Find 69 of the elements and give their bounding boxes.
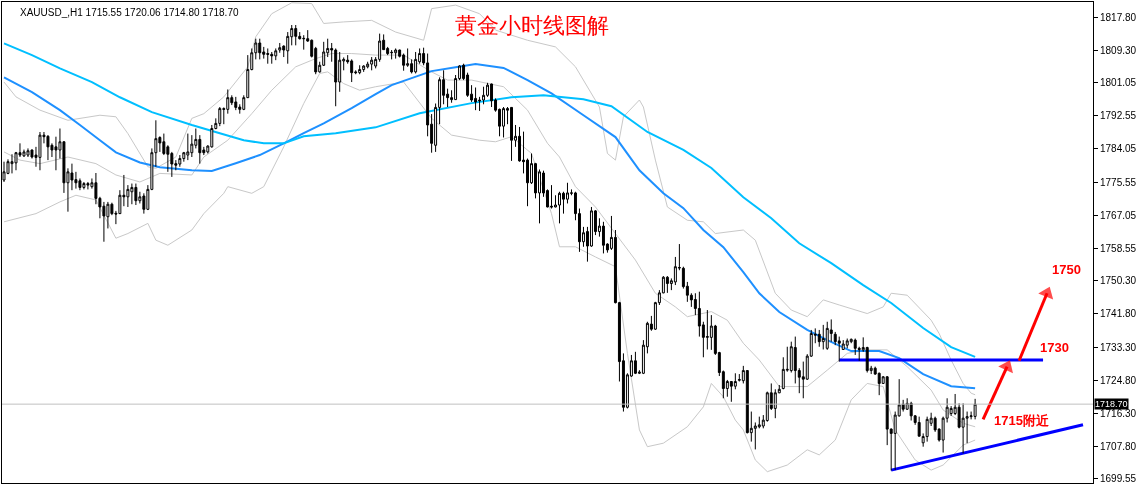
candlestick	[46, 134, 50, 161]
annotation: 1750	[1052, 262, 1081, 277]
candlestick	[973, 398, 977, 420]
annotation: 1715附近	[994, 413, 1050, 428]
candlestick	[601, 221, 605, 254]
annotation: 1730	[1040, 340, 1069, 355]
candlestick	[821, 324, 825, 350]
candlestick	[350, 58, 354, 83]
candlestick	[134, 183, 138, 206]
y-tick-label: 1767.05	[1100, 209, 1137, 221]
candlestick	[961, 402, 965, 454]
candlestick	[10, 153, 14, 174]
candlestick	[474, 87, 478, 111]
candlestick	[558, 191, 561, 224]
candlestick	[709, 314, 713, 351]
candlestick	[258, 38, 262, 60]
y-tick-label: 1801.05	[1100, 77, 1137, 89]
candlestick	[274, 47, 278, 61]
candlestick	[837, 336, 841, 363]
ref-line-label: 1718.70	[1095, 399, 1128, 409]
candlestick	[370, 56, 374, 71]
candlestick	[502, 106, 506, 138]
candlestick	[334, 47, 338, 107]
candlestick	[86, 181, 90, 190]
candlestick	[550, 184, 553, 210]
y-tick-label: 1707.80	[1100, 441, 1137, 453]
y-tick-label: 1809.30	[1100, 44, 1137, 56]
text: 黄金小时线图解	[455, 12, 610, 38]
candlestick	[38, 131, 42, 171]
y-tick-label: 1733.30	[1100, 341, 1137, 353]
candlestick	[390, 49, 394, 60]
candlestick	[825, 321, 829, 351]
y-tick-label: 1699.55	[1100, 473, 1137, 485]
y-tick-label: 1775.55	[1100, 176, 1137, 188]
candlestick	[845, 338, 849, 349]
candlestick	[358, 64, 362, 75]
candlestick	[82, 181, 86, 190]
y-tick-label: 1758.55	[1100, 243, 1137, 255]
y-tick-label: 1784.05	[1100, 143, 1137, 155]
candlestick	[130, 183, 134, 205]
candlestick	[510, 106, 514, 162]
line-series	[3, 2, 976, 396]
candlestick	[925, 416, 929, 443]
candlestick	[817, 329, 821, 348]
candlestick	[366, 61, 370, 69]
y-tick-label: 1817.80	[1100, 11, 1137, 23]
candlestick	[294, 24, 298, 46]
candlestick	[302, 34, 306, 51]
candlestick	[665, 275, 669, 294]
y-tick-label: 1724.80	[1100, 374, 1137, 386]
candlestick	[218, 106, 222, 127]
candlestick	[266, 47, 270, 65]
candlestick	[362, 64, 366, 73]
candlestick	[490, 83, 494, 108]
candlestick	[26, 147, 30, 158]
candlestick	[394, 47, 398, 60]
candlestick	[234, 96, 238, 111]
candlestick	[102, 201, 106, 243]
candlestick	[186, 133, 190, 161]
candlestick	[633, 351, 637, 375]
y-tick-label: 1792.55	[1100, 110, 1137, 122]
candlestick	[270, 51, 274, 65]
candlestick	[414, 51, 418, 74]
line-series	[3, 42, 977, 358]
y-tick-label: 1750.30	[1100, 275, 1137, 287]
candlestick	[178, 154, 182, 168]
y-tick-label: 1716.30	[1100, 408, 1137, 419]
y-tick-label: 1741.80	[1100, 308, 1137, 320]
text: XAUUSD_,H1 1715.55 1720.06 1714.80 1718.70	[20, 7, 239, 18]
